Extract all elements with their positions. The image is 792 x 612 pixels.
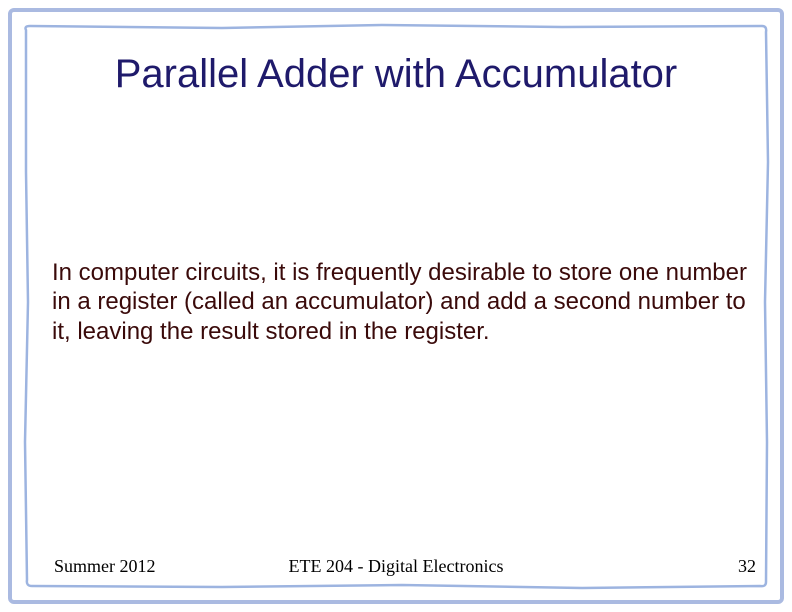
footer-course: ETE 204 - Digital Electronics — [0, 556, 792, 577]
slide-title: Parallel Adder with Accumulator — [0, 52, 792, 97]
slide-body-text: In computer circuits, it is frequently d… — [52, 258, 752, 346]
footer-page-number: 32 — [738, 556, 756, 577]
slide-footer: Summer 2012 ETE 204 - Digital Electronic… — [0, 556, 792, 586]
